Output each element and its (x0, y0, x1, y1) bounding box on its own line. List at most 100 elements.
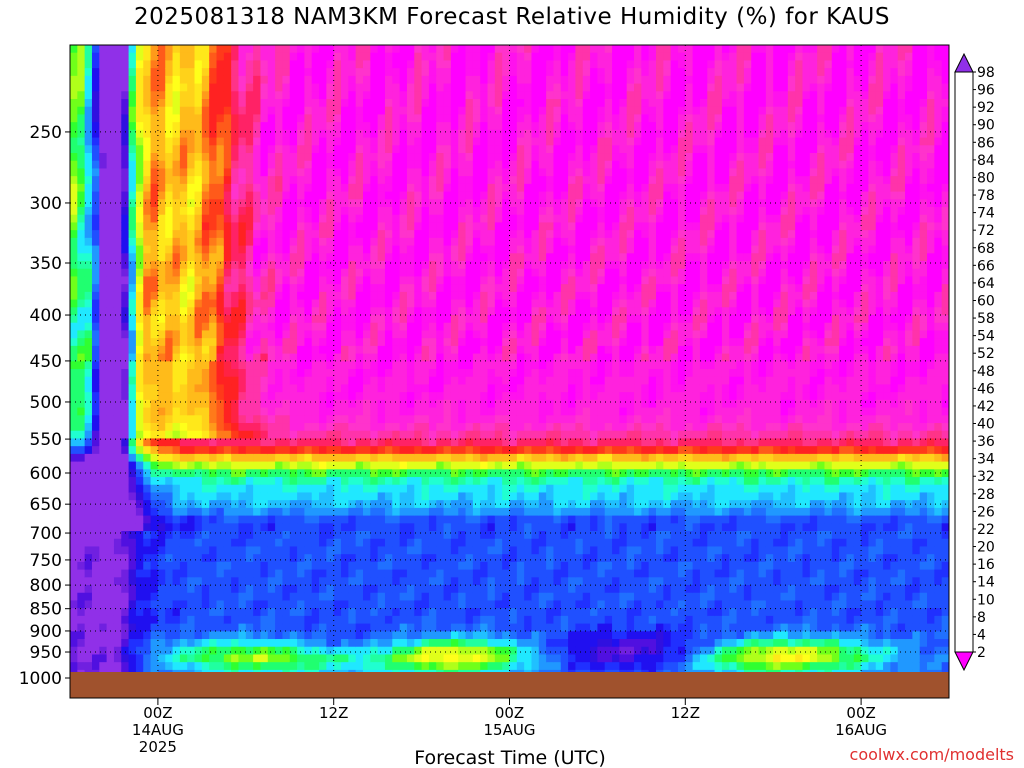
heatmap-cell (436, 361, 445, 370)
heatmap-cell (165, 230, 174, 239)
heatmap-cell (487, 376, 496, 386)
heatmap-cell (450, 546, 459, 555)
heatmap-cell (267, 461, 276, 470)
heatmap-cell (201, 399, 210, 409)
heatmap-cell (319, 268, 327, 278)
heatmap-cell (267, 600, 276, 609)
heatmap-cell (143, 392, 152, 401)
heatmap-cell (128, 608, 137, 617)
heatmap-cell (289, 114, 298, 123)
heatmap-cell (399, 623, 408, 632)
heatmap-cell (450, 561, 459, 571)
heatmap-cell (458, 245, 467, 254)
heatmap-cell (363, 523, 371, 532)
heatmap-cell (384, 608, 393, 617)
heatmap-cell (260, 592, 269, 602)
heatmap-cell (99, 407, 108, 416)
heatmap-cell (494, 83, 503, 92)
heatmap-cell (406, 137, 415, 146)
heatmap-cell (443, 245, 452, 254)
heatmap-cell (99, 268, 108, 278)
heatmap-cell (421, 322, 430, 332)
heatmap-cell (187, 160, 196, 170)
heatmap-cell (99, 222, 108, 231)
heatmap-cell (165, 492, 174, 501)
heatmap-cell (84, 307, 93, 316)
heatmap-cell (201, 438, 210, 447)
heatmap-cell (209, 623, 218, 632)
heatmap-cell (253, 484, 262, 494)
heatmap-cell (465, 538, 474, 548)
heatmap-cell (355, 531, 364, 540)
heatmap-cell (209, 554, 218, 563)
heatmap-cell (194, 191, 203, 200)
heatmap-cell (465, 484, 474, 494)
heatmap-cell (231, 75, 240, 85)
heatmap-cell (458, 477, 467, 486)
heatmap-cell (128, 554, 137, 563)
heatmap-cell (450, 330, 459, 339)
heatmap-cell (348, 330, 357, 339)
heatmap-cell (253, 415, 262, 424)
heatmap-cell (187, 207, 196, 216)
heatmap-cell (428, 531, 437, 540)
heatmap-cell (289, 75, 298, 85)
heatmap-cell (406, 600, 415, 609)
heatmap-cell (238, 477, 247, 486)
heatmap-cell (406, 338, 415, 347)
heatmap-cell (348, 654, 357, 663)
heatmap-cell (172, 600, 181, 609)
heatmap-cell (494, 585, 503, 594)
heatmap-cell (106, 91, 115, 100)
heatmap-cell (70, 376, 78, 386)
heatmap-cell (480, 291, 489, 301)
heatmap-cell (480, 646, 489, 656)
heatmap-cell (223, 191, 232, 200)
heatmap-cell (399, 60, 408, 69)
heatmap-cell (319, 284, 327, 293)
heatmap-cell (319, 399, 327, 409)
heatmap-cell (406, 45, 415, 54)
heatmap-cell (304, 446, 313, 455)
heatmap-cell (245, 592, 254, 602)
heatmap-cell (282, 415, 291, 424)
heatmap-cell (494, 261, 503, 270)
heatmap-cell (223, 91, 232, 100)
heatmap-cell (421, 129, 430, 139)
heatmap-cell (216, 214, 225, 224)
heatmap-cell (311, 384, 320, 393)
heatmap-cell (91, 554, 100, 563)
heatmap-cell (289, 639, 298, 648)
heatmap-cell (304, 68, 313, 77)
heatmap-cell (304, 122, 313, 131)
heatmap-cell (341, 639, 349, 648)
heatmap-cell (436, 129, 445, 139)
heatmap-cell (458, 507, 467, 517)
heatmap-cell (392, 253, 401, 262)
heatmap-cell (187, 199, 196, 208)
heatmap-cell (179, 160, 188, 170)
heatmap-cell (157, 230, 166, 239)
heatmap-cell (209, 423, 218, 432)
heatmap-cell (384, 531, 393, 540)
heatmap-cell (143, 207, 152, 216)
heatmap-cell (245, 423, 254, 432)
heatmap-cell (143, 415, 152, 424)
heatmap-cell (282, 608, 291, 617)
heatmap-cell (253, 353, 262, 362)
heatmap-cell (355, 515, 364, 524)
heatmap-cell (472, 523, 481, 532)
heatmap-cell (253, 207, 262, 216)
heatmap-cell (370, 176, 379, 185)
heatmap-cell (128, 569, 137, 578)
heatmap-cell (253, 438, 262, 447)
heatmap-cell (238, 160, 247, 170)
heatmap-cell (319, 230, 327, 239)
heatmap-cell (443, 500, 452, 509)
heatmap-cell (326, 546, 335, 555)
heatmap-cell (238, 338, 247, 347)
heatmap-cell (355, 523, 364, 532)
heatmap-cell (223, 176, 232, 185)
heatmap-cell (194, 214, 203, 224)
heatmap-cell (194, 531, 203, 540)
